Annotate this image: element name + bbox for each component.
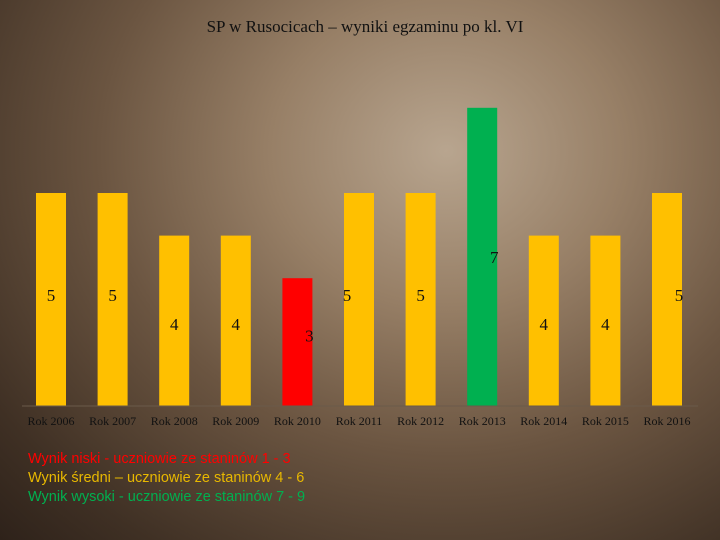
- bar-rok-2015: [590, 235, 621, 406]
- data-labels-group: 5 5 4 4 3 5 5 7 4 4 5: [47, 248, 684, 346]
- x-tick-label: Rok 2009: [212, 414, 259, 428]
- x-tick-label: Rok 2012: [397, 414, 444, 428]
- data-label-rok-2007: 5: [108, 286, 117, 305]
- bar-rok-2013: [467, 107, 498, 407]
- x-tick-label: Rok 2011: [336, 414, 383, 428]
- x-tick-label: Rok 2013: [459, 414, 506, 428]
- data-label-rok-2010: 3: [305, 327, 314, 346]
- bar-rok-2011: [344, 193, 374, 406]
- data-label-rok-2011: 5: [343, 286, 352, 305]
- x-tick-label: Rok 2014: [520, 414, 567, 428]
- data-label-rok-2016: 5: [675, 286, 684, 305]
- bar-rok-2016: [652, 193, 682, 406]
- data-label-rok-2006: 5: [47, 286, 56, 305]
- data-label-rok-2013: 7: [490, 248, 499, 267]
- bar-rok-2009: [220, 235, 251, 406]
- x-tick-label: Rok 2015: [582, 414, 629, 428]
- data-label-rok-2012: 5: [416, 286, 425, 305]
- bars-group: [36, 107, 682, 407]
- bar-rok-2006: [36, 193, 66, 406]
- x-tick-label: Rok 2006: [27, 414, 74, 428]
- data-label-rok-2009: 4: [232, 315, 241, 334]
- bar-rok-2014: [528, 235, 559, 406]
- bar-rok-2007: [97, 193, 128, 406]
- x-tick-label: Rok 2016: [643, 414, 690, 428]
- legend-item-mid: Wynik średni – uczniowie ze staninów 4 -…: [28, 470, 305, 486]
- data-label-rok-2015: 4: [601, 315, 610, 334]
- data-label-rok-2008: 4: [170, 315, 179, 334]
- x-tick-label: Rok 2010: [274, 414, 321, 428]
- x-tick-label: Rok 2007: [89, 414, 136, 428]
- x-tick-label: Rok 2008: [151, 414, 198, 428]
- legend-item-high: Wynik wysoki - uczniowie ze staninów 7 -…: [28, 489, 306, 505]
- bar-rok-2012: [405, 193, 436, 406]
- legend-item-low: Wynik niski - uczniowie ze staninów 1 - …: [28, 451, 291, 467]
- legend: Wynik niski - uczniowie ze staninów 1 - …: [28, 450, 305, 507]
- bar-rok-2010: [282, 278, 313, 406]
- data-label-rok-2014: 4: [540, 315, 549, 334]
- bar-rok-2008: [159, 235, 190, 406]
- chart-title: SP w Rusocicach – wyniki egzaminu po kl.…: [207, 17, 524, 36]
- x-tick-labels-group: Rok 2006 Rok 2007 Rok 2008 Rok 2009 Rok 2010…: [27, 414, 690, 428]
